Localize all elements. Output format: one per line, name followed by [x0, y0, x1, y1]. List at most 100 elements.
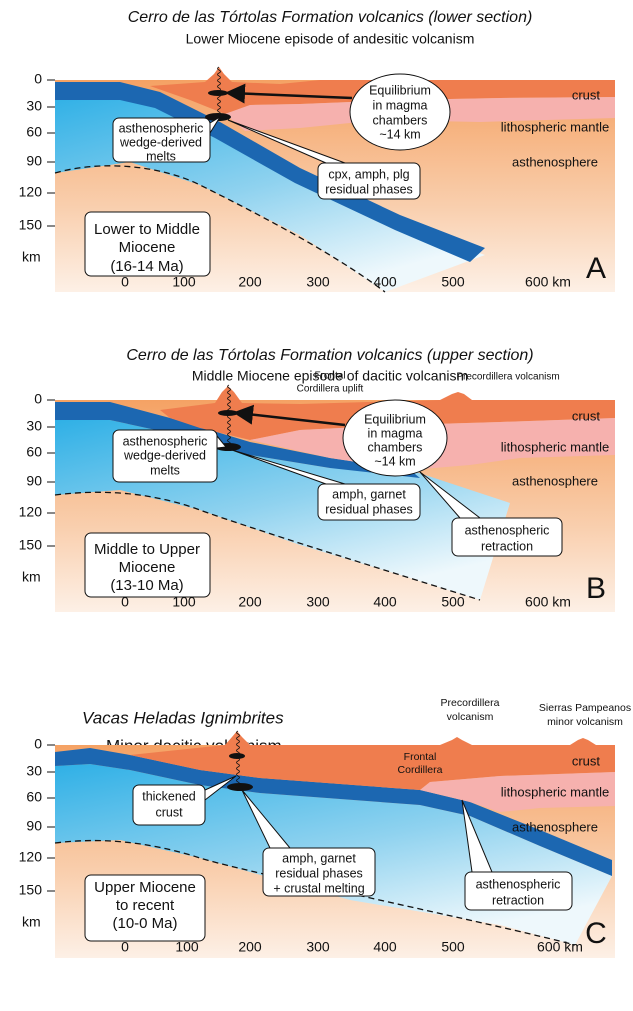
annotation: Sierras Pampeanos — [539, 702, 631, 714]
y-axis-label: 120 — [19, 504, 43, 520]
callout-text: asthenospheric — [465, 523, 550, 537]
y-axis-label: 150 — [19, 217, 43, 233]
callout-text: ~14 km — [379, 127, 420, 141]
x-axis-label: 500 — [441, 274, 465, 290]
annotation: Precordillera — [441, 697, 500, 709]
y-axis-label: 150 — [19, 537, 43, 553]
period-text: (16-14 Ma) — [110, 258, 183, 275]
y-axis-label: 60 — [26, 789, 42, 805]
panel-subtitle: Lower Miocene episode of andesitic volca… — [186, 31, 475, 47]
layer-label: asthenosphere — [512, 819, 598, 834]
period-text: (10-0 Ma) — [112, 915, 177, 932]
annotation: Frontal — [404, 751, 437, 763]
callout-text: in magma — [368, 426, 423, 440]
period-text: (13-10 Ma) — [110, 577, 183, 594]
callout-text: retraction — [481, 539, 533, 553]
annotation: Cordillera uplift — [297, 384, 364, 395]
y-axis-label: km — [22, 569, 41, 585]
annotation: minor volcanism — [547, 716, 623, 728]
x-axis-label: 300 — [306, 274, 330, 290]
callout-text: in magma — [373, 98, 428, 112]
callout-text: asthenospheric — [476, 877, 561, 891]
layer-label: lithospheric mantle — [501, 439, 609, 454]
y-axis-label: 90 — [26, 473, 42, 489]
panel-letter: B — [586, 572, 606, 605]
layer-label: crust — [572, 753, 601, 768]
y-axis-label: 30 — [26, 763, 42, 779]
callout-text: amph, garnet — [332, 487, 406, 501]
magma-chamber — [218, 410, 238, 416]
magma-chamber — [229, 753, 245, 759]
period-text: to recent — [116, 897, 175, 914]
panel-title: Cerro de las Tórtolas Formation volcanic… — [126, 347, 533, 364]
period-text: Miocene — [119, 559, 176, 576]
magma-chamber — [208, 90, 228, 96]
x-axis-label: 300 — [306, 594, 330, 610]
x-axis-label: 400 — [373, 594, 397, 610]
layer-label: asthenosphere — [512, 154, 598, 169]
x-axis-label: 600 km — [525, 594, 571, 610]
period-text: Middle to Upper — [94, 541, 200, 558]
y-axis-label: 0 — [34, 736, 42, 752]
y-axis-label: 90 — [26, 818, 42, 834]
period-text: Lower to Middle — [94, 221, 200, 238]
y-axis-label: km — [22, 249, 41, 265]
callout-text: melts — [150, 463, 180, 477]
annotation: Precordillera volcanism — [456, 372, 559, 383]
y-axis-label: 90 — [26, 153, 42, 169]
callout-text: wedge-derived — [119, 135, 202, 149]
callout-text: amph, garnet — [282, 851, 356, 865]
callout-text: ~14 km — [374, 454, 415, 468]
annotation: Cordillera — [398, 764, 443, 776]
y-axis-label: 120 — [19, 849, 43, 865]
panel-letter: C — [585, 917, 607, 950]
y-axis-label: 30 — [26, 418, 42, 434]
period-text: Miocene — [119, 239, 176, 256]
callout-text: asthenospheric — [123, 434, 208, 448]
x-axis-label: 500 — [441, 939, 465, 955]
panel-title: Vacas Heladas Ignimbrites — [82, 708, 284, 727]
callout-text: wedge-derived — [123, 448, 206, 462]
annotation: volcanism — [447, 711, 494, 723]
callout-text: retraction — [492, 893, 544, 907]
layer-label: crust — [572, 87, 601, 102]
layer-label: asthenosphere — [512, 473, 598, 488]
layer-label: lithospheric mantle — [501, 784, 609, 799]
x-axis-label: 600 km — [537, 939, 583, 955]
panel-title: Cerro de las Tórtolas Formation volcanic… — [128, 9, 533, 26]
x-axis-label: 600 km — [525, 274, 571, 290]
period-text: Upper Miocene — [94, 879, 196, 896]
x-axis-label: 500 — [441, 594, 465, 610]
x-axis-label: 200 — [238, 274, 262, 290]
figure: Cerro de las Tórtolas Formation volcanic… — [0, 0, 633, 1011]
x-axis-label: 400 — [373, 274, 397, 290]
magma-chamber — [227, 783, 253, 791]
y-axis-label: km — [22, 914, 41, 930]
y-axis-label: 150 — [19, 882, 43, 898]
x-axis-label: 200 — [238, 594, 262, 610]
callout-text: + crustal melting — [273, 881, 364, 895]
x-axis-label: 200 — [238, 939, 262, 955]
x-axis-label: 300 — [306, 939, 330, 955]
y-axis-label: 60 — [26, 444, 42, 460]
callout-text: crust — [155, 805, 183, 819]
callout-text: thickened — [142, 789, 196, 803]
callout-text: residual phases — [325, 182, 413, 196]
callout-text: residual phases — [325, 502, 413, 516]
callout-text: Equilibrium — [369, 83, 431, 97]
y-axis-label: 60 — [26, 124, 42, 140]
y-axis-label: 120 — [19, 184, 43, 200]
layer-label: crust — [572, 408, 601, 423]
callout-text: residual phases — [275, 866, 363, 880]
layer-label: lithospheric mantle — [501, 119, 609, 134]
y-axis-label: 0 — [34, 71, 42, 87]
callout-text: asthenospheric — [119, 121, 204, 135]
y-axis-label: 30 — [26, 98, 42, 114]
callout-text: chambers — [368, 440, 423, 454]
panel-letter: A — [586, 252, 606, 285]
callout-text: Equilibrium — [364, 412, 426, 426]
annotation: Frontal — [314, 371, 345, 382]
callout-text: cpx, amph, plg — [328, 167, 409, 181]
y-axis-label: 0 — [34, 391, 42, 407]
callout-text: chambers — [373, 113, 428, 127]
